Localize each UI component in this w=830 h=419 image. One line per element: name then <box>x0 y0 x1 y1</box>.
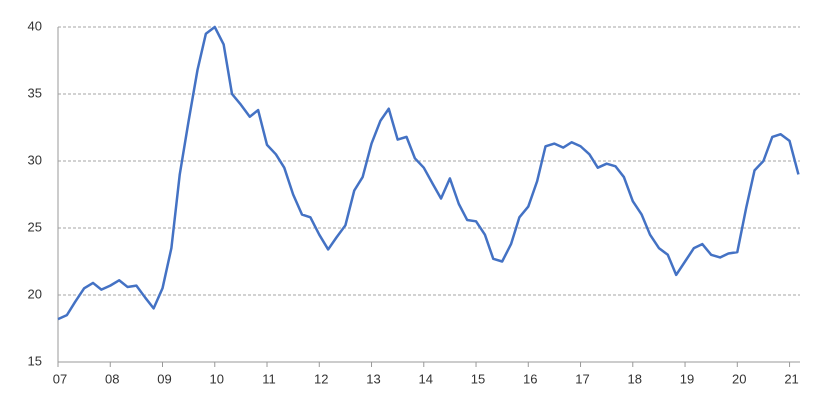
x-tick-label: 11 <box>262 371 276 386</box>
x-tick-label: 14 <box>419 371 433 386</box>
x-tick-label: 19 <box>680 371 694 386</box>
y-tick-label: 15 <box>28 353 42 368</box>
y-tick-label: 30 <box>28 152 42 167</box>
x-tick-label: 15 <box>471 371 485 386</box>
x-tick-label: 17 <box>575 371 589 386</box>
y-tick-label: 20 <box>28 286 42 301</box>
x-tick-label: 13 <box>366 371 380 386</box>
x-tick-label: 10 <box>210 371 224 386</box>
y-tick-label: 40 <box>28 18 42 33</box>
x-tick-label: 12 <box>314 371 328 386</box>
x-tick-label: 07 <box>53 371 67 386</box>
x-tick-label: 16 <box>523 371 537 386</box>
x-tick-label: 20 <box>732 371 746 386</box>
y-tick-label: 25 <box>28 219 42 234</box>
x-tick-label: 21 <box>784 371 798 386</box>
y-tick-label: 35 <box>28 85 42 100</box>
data-line <box>57 25 800 321</box>
x-tick-label: 08 <box>105 371 119 386</box>
x-tick-label: 09 <box>157 371 171 386</box>
x-tick-label: 18 <box>628 371 642 386</box>
